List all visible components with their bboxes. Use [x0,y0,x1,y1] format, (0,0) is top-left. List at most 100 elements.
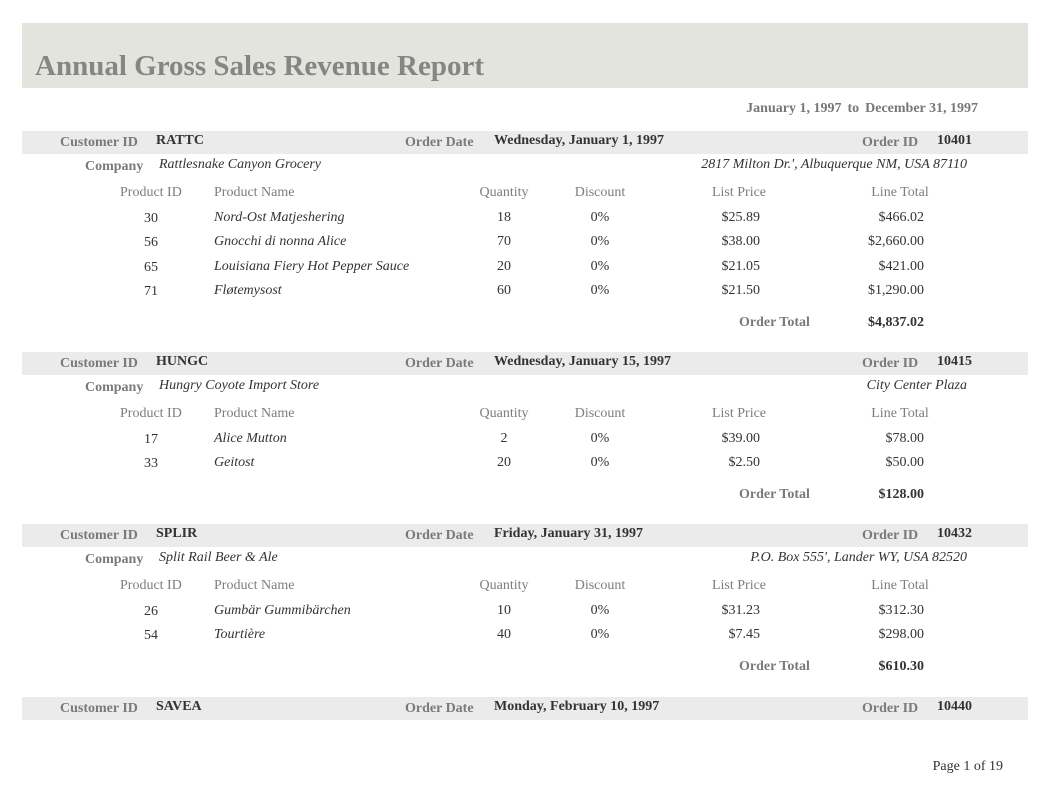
customer-id-value: RATTC [156,133,204,148]
line-discount: 0% [590,283,610,298]
order-id-value: 10432 [937,526,972,541]
line-total: $312.30 [878,603,925,618]
column-header-product-id: Product ID [120,185,182,200]
line-discount: 0% [590,234,610,249]
line-list-price: $31.23 [721,603,761,618]
company-label: Company [85,159,144,174]
line-product-name: Nord-Ost Matjeshering [214,210,345,225]
column-header-product-id: Product ID [120,578,182,593]
line-discount: 0% [590,627,610,642]
date-range-separator: to [847,101,860,116]
line-total: $421.00 [878,259,925,274]
line-list-price: $7.45 [728,627,761,642]
line-list-price: $25.89 [721,210,761,225]
customer-id-label: Customer ID [60,528,138,543]
order-total-label: Order Total [739,487,810,502]
line-quantity: 20 [497,259,511,274]
line-discount: 0% [590,455,610,470]
customer-id-label: Customer ID [60,701,138,716]
column-header-product-id: Product ID [120,406,182,421]
line-quantity: 60 [497,283,511,298]
order-date-value: Monday, February 10, 1997 [494,699,660,714]
company-address: 2817 Milton Dr.', Albuquerque NM, USA 87… [701,157,967,172]
order-total-value: $610.30 [878,659,925,674]
order-id-label: Order ID [862,135,919,150]
line-total: $78.00 [885,431,925,446]
order-id-value: 10440 [937,699,972,714]
line-product-id: 17 [144,432,158,447]
order-id-label: Order ID [862,528,919,543]
line-product-id: 65 [144,260,158,275]
line-list-price: $38.00 [721,234,761,249]
line-total: $1,290.00 [868,283,924,298]
customer-id-label: Customer ID [60,135,138,150]
order-header-bar [22,697,1028,720]
company-name: Rattlesnake Canyon Grocery [159,157,321,172]
line-product-id: 71 [144,284,158,299]
line-total: $466.02 [878,210,925,225]
line-quantity: 20 [497,455,511,470]
report-title: Annual Gross Sales Revenue Report [35,50,484,82]
company-label: Company [85,552,144,567]
line-total: $50.00 [885,455,925,470]
order-header-bar [22,524,1028,547]
line-quantity: 2 [500,431,508,446]
order-id-value: 10415 [937,354,972,369]
line-product-id: 30 [144,211,158,226]
order-date-value: Wednesday, January 1, 1997 [494,133,664,148]
order-date-label: Order Date [405,135,474,150]
company-name: Hungry Coyote Import Store [159,378,320,393]
line-total: $298.00 [878,627,925,642]
line-product-id: 54 [144,628,158,643]
date-range-end: December 31, 1997 [865,101,978,116]
line-list-price: $21.05 [721,259,761,274]
line-product-name: Geitost [214,455,255,470]
line-quantity: 40 [497,627,511,642]
order-total-label: Order Total [739,659,810,674]
line-product-id: 56 [144,235,158,250]
line-product-id: 33 [144,456,158,471]
line-product-name: Tourtière [214,627,266,642]
column-header-product-name: Product Name [214,185,295,200]
column-header-discount: Discount [574,185,626,200]
customer-id-value: SAVEA [156,699,202,714]
customer-id-value: HUNGC [156,354,209,369]
line-discount: 0% [590,431,610,446]
order-date-label: Order Date [405,701,474,716]
order-id-value: 10401 [937,133,972,148]
column-header-line-total: Line Total [871,406,929,421]
line-discount: 0% [590,603,610,618]
order-date-label: Order Date [405,528,474,543]
order-date-value: Friday, January 31, 1997 [494,526,643,541]
line-list-price: $21.50 [721,283,761,298]
line-quantity: 18 [497,210,511,225]
line-list-price: $2.50 [728,455,761,470]
column-header-quantity: Quantity [479,406,529,421]
column-header-quantity: Quantity [479,185,529,200]
line-list-price: $39.00 [721,431,761,446]
line-quantity: 70 [497,234,511,249]
line-total: $2,660.00 [868,234,924,249]
order-total-value: $4,837.02 [868,315,924,330]
line-product-id: 26 [144,604,158,619]
line-product-name: Fløtemysost [214,283,282,298]
column-header-list-price: List Price [711,406,767,421]
line-product-name: Gumbär Gummibärchen [214,603,351,618]
order-date-value: Wednesday, January 15, 1997 [494,354,671,369]
customer-id-value: SPLIR [156,526,198,541]
date-range-start: January 1, 1997 [746,101,842,116]
company-name: Split Rail Beer & Ale [159,550,278,565]
column-header-quantity: Quantity [479,578,529,593]
page-number: Page 1 of 19 [932,759,1003,774]
column-header-list-price: List Price [711,578,767,593]
customer-id-label: Customer ID [60,356,138,371]
line-product-name: Alice Mutton [214,431,287,446]
order-id-label: Order ID [862,701,919,716]
line-quantity: 10 [497,603,511,618]
report-date-range: January 1, 1997 to December 31, 1997 [746,101,978,117]
order-total-label: Order Total [739,315,810,330]
line-discount: 0% [590,259,610,274]
column-header-list-price: List Price [711,185,767,200]
column-header-line-total: Line Total [871,578,929,593]
column-header-discount: Discount [574,578,626,593]
